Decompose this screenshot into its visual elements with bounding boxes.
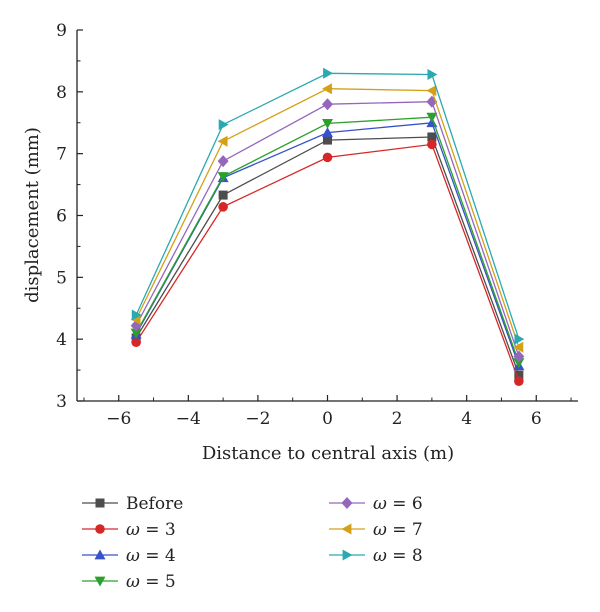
data-point: [513, 350, 525, 363]
data-point: [130, 328, 142, 339]
legend-name: = 3: [145, 520, 175, 540]
data-point: [322, 98, 333, 111]
legend-marker: [95, 524, 105, 534]
y-axis-title: displacement (mm): [22, 127, 43, 303]
data-point: [131, 337, 141, 348]
data-point: [322, 152, 333, 163]
legend-omega: ω: [373, 546, 392, 566]
data-point: [218, 202, 228, 212]
legend-marker: [341, 497, 353, 509]
y-tick-label: 4: [56, 330, 67, 350]
data-point: [513, 358, 525, 369]
legend-label: ω = 3: [126, 520, 176, 540]
data-point: [514, 376, 524, 387]
legend-marker: [94, 576, 106, 587]
data-point: [218, 190, 228, 200]
legend-label: ω = 6: [373, 494, 423, 514]
data-point: [218, 119, 229, 131]
legend-item: Before: [82, 494, 183, 514]
x-tick-label: 2: [392, 409, 403, 429]
legend-label: Before: [126, 494, 183, 514]
legend-item: ω = 4: [82, 546, 176, 566]
legend-omega: ω: [373, 494, 392, 514]
x-tick-label: 4: [461, 409, 472, 429]
data-point: [322, 127, 333, 138]
legend-item: ω = 7: [329, 520, 423, 540]
legend-omega: ω: [126, 572, 145, 592]
series-1: [131, 132, 524, 380]
series-5: [130, 95, 525, 363]
data-point: [514, 370, 524, 380]
legend-name: = 4: [145, 546, 175, 566]
x-tick-label: −4: [176, 409, 201, 429]
legend-marker: [341, 523, 352, 535]
data-point: [323, 135, 332, 145]
legend-omega: ω: [126, 520, 145, 540]
y-tick-label: 6: [56, 207, 67, 227]
axes: 3 4 5 6 7 8 9 −6 −4 −2 0 2 4 6: [56, 21, 578, 429]
x-axis-title: Distance to central axis (m): [202, 443, 454, 464]
legend-name: = 5: [145, 572, 175, 592]
series-line: [135, 143, 520, 382]
data-point: [217, 155, 229, 168]
legend-name: = 6: [392, 494, 422, 514]
data-point: [217, 172, 229, 183]
x-tick-label: 6: [531, 409, 542, 429]
data-point: [426, 85, 437, 97]
y-tick-label: 9: [56, 21, 67, 41]
data-point: [217, 135, 228, 147]
series-2: [131, 139, 524, 387]
data-point: [323, 67, 333, 79]
data-point: [427, 132, 437, 142]
data-point: [322, 118, 333, 129]
x-tick-label: −6: [106, 409, 131, 429]
x-tick-label: −2: [245, 409, 270, 429]
plot-area: [130, 67, 525, 387]
legend-label: ω = 7: [373, 520, 423, 540]
data-point: [514, 333, 525, 345]
legend-label: ω = 4: [126, 546, 176, 566]
data-point: [427, 139, 437, 150]
data-point: [131, 309, 142, 321]
y-tick-label: 8: [56, 83, 67, 103]
legend-item: ω = 8: [329, 546, 423, 566]
legend-item: ω = 3: [82, 520, 176, 540]
legend-marker: [94, 549, 106, 560]
series-line: [135, 136, 520, 376]
legend-omega: ω: [373, 520, 392, 540]
y-tick-label: 3: [56, 392, 67, 412]
series-4: [130, 112, 525, 369]
legend-marker: [95, 498, 105, 508]
y-tick-label: 7: [56, 145, 67, 165]
y-tick-label: 5: [56, 268, 67, 288]
legend-name: Before: [126, 494, 183, 514]
x-tick-label: 0: [322, 409, 333, 429]
series-7: [131, 67, 525, 345]
data-point: [426, 112, 438, 123]
legend-omega: ω: [126, 546, 145, 566]
legend-item: ω = 5: [82, 572, 176, 592]
legend-item: ω = 6: [329, 494, 423, 514]
legend-label: ω = 8: [373, 546, 423, 566]
legend-label: ω = 5: [126, 572, 176, 592]
legend-name: = 7: [392, 520, 422, 540]
legend-marker: [342, 549, 353, 561]
data-point: [513, 341, 524, 353]
data-point: [427, 69, 438, 81]
data-point: [322, 83, 332, 95]
legend-name: = 8: [392, 546, 422, 566]
